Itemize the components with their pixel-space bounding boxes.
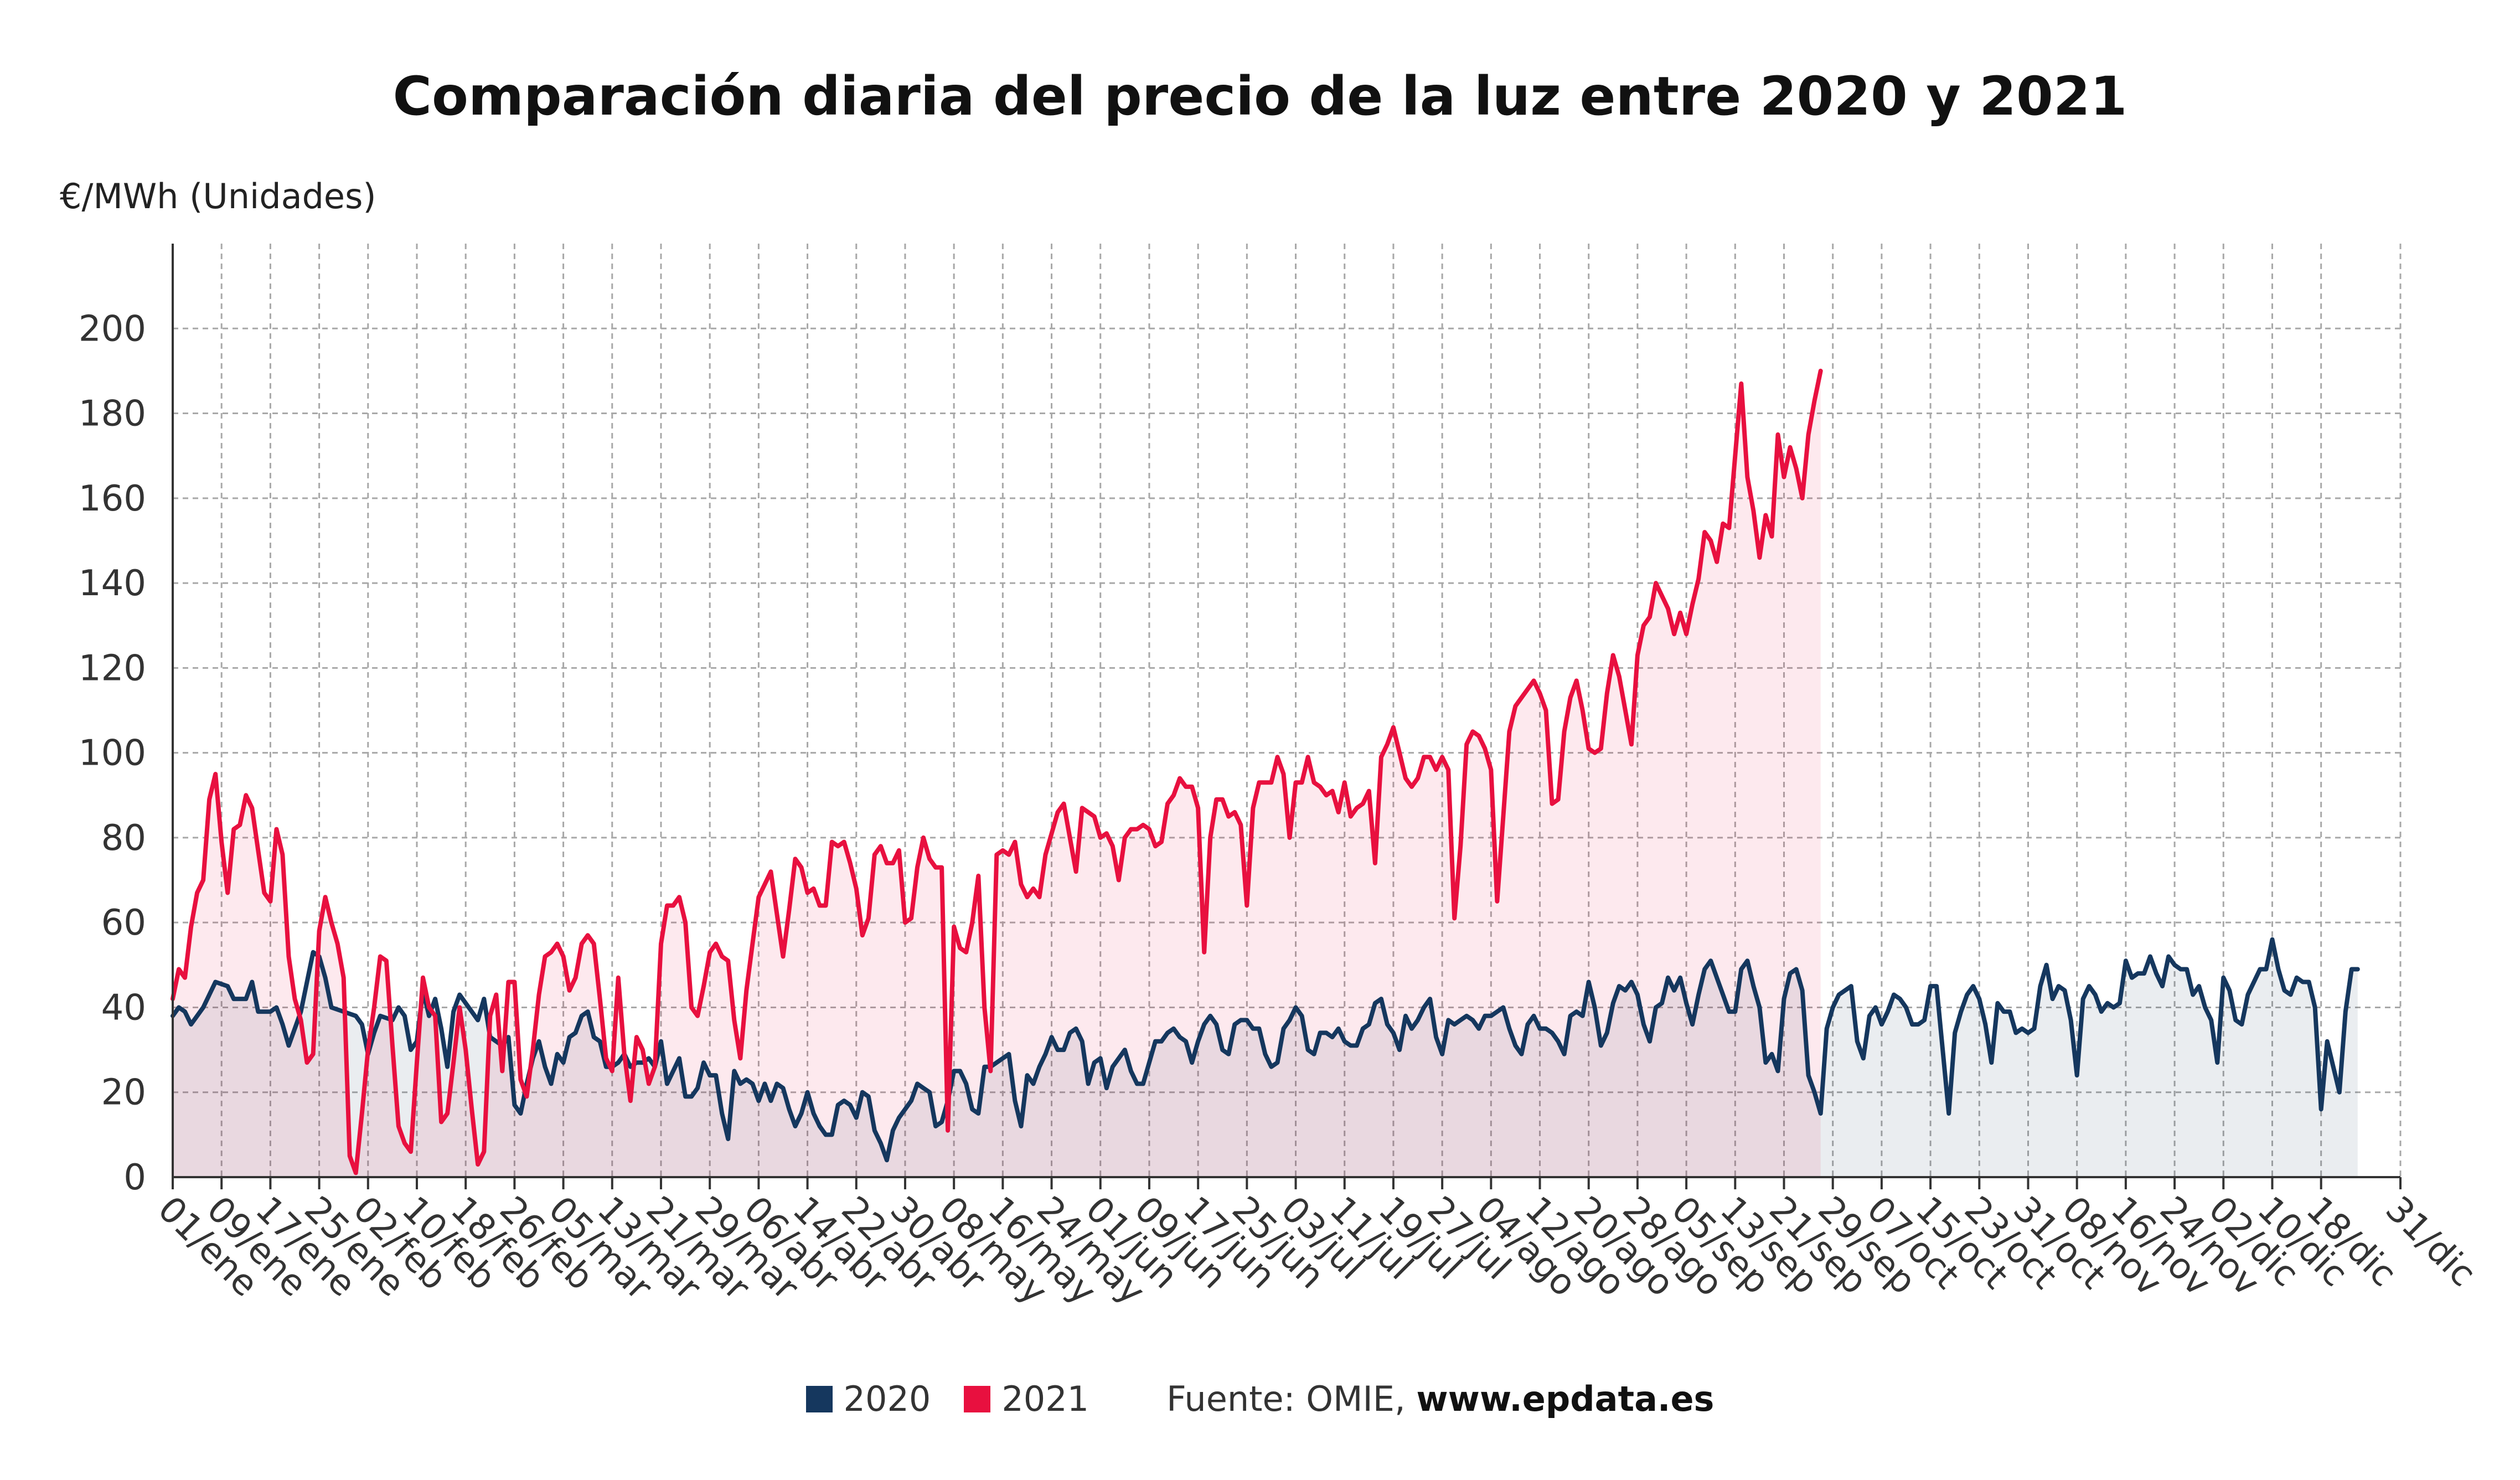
x-tick-label-31/dic: 31/dic	[2378, 1189, 2483, 1295]
legend-label-2020: 2020	[843, 1379, 931, 1419]
source-note: Fuente: OMIE, www.epdata.es	[1166, 1379, 1714, 1419]
y-tick-label-40: 40	[101, 987, 146, 1028]
y-tick-label-20: 20	[101, 1072, 146, 1113]
series-line-2021	[171, 368, 1823, 1175]
y-tick-label-120: 120	[79, 648, 146, 689]
legend-item-2020: 2020	[805, 1379, 931, 1419]
y-tick-label-0: 0	[123, 1157, 146, 1198]
chart-title: Comparación diaria del precio de la luz …	[393, 65, 2127, 127]
legend-swatch-2020	[805, 1385, 833, 1412]
y-tick-label-160: 160	[79, 478, 146, 519]
y-tick-label-200: 200	[79, 308, 146, 349]
legend: 2020 2021 Fuente: OMIE, www.epdata.es	[0, 1379, 2520, 1419]
series-area-2021	[173, 370, 1821, 1177]
source-label: Fuente: OMIE,	[1166, 1379, 1406, 1419]
legend-label-2021: 2021	[1001, 1379, 1089, 1419]
series-line-2020	[171, 937, 2360, 1163]
y-axis-label: €/MWh (Unidades)	[60, 176, 376, 216]
y-tick-label-180: 180	[79, 394, 146, 435]
legend-swatch-2021	[964, 1385, 991, 1412]
y-tick-label-60: 60	[101, 903, 146, 943]
y-tick-label-80: 80	[101, 818, 146, 859]
y-tick-label-100: 100	[79, 733, 146, 774]
y-tick-label-140: 140	[79, 563, 146, 604]
source-site: www.epdata.es	[1416, 1379, 1715, 1419]
legend-item-2021: 2021	[964, 1379, 1089, 1419]
